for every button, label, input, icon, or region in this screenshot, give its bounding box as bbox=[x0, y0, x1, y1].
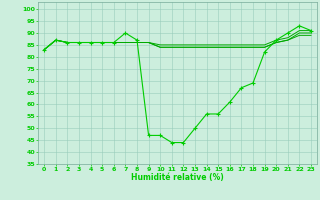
X-axis label: Humidité relative (%): Humidité relative (%) bbox=[131, 173, 224, 182]
